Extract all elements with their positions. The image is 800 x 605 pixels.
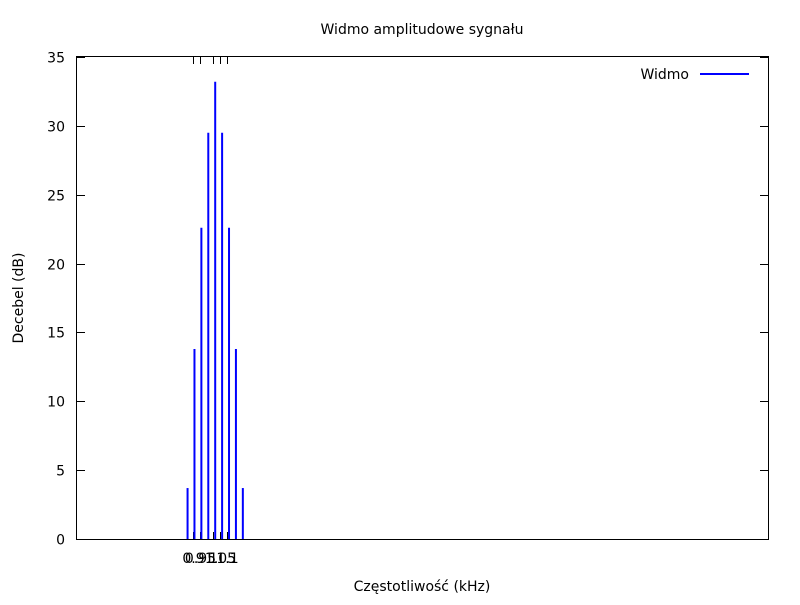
x-tick-label: 0.9 bbox=[182, 551, 204, 567]
y-tick-label: 30 bbox=[47, 120, 65, 136]
chart-title: Widmo amplitudowe sygnału bbox=[321, 22, 524, 38]
y-axis-label: Decebel (dB) bbox=[11, 253, 27, 344]
x-tick-label: 1.1 bbox=[216, 551, 238, 567]
y-tick-label: 35 bbox=[47, 51, 65, 67]
y-tick-label: 10 bbox=[47, 395, 65, 411]
plot-frame bbox=[76, 56, 769, 540]
y-tick-label: 0 bbox=[56, 533, 65, 549]
y-tick-label: 5 bbox=[56, 464, 65, 480]
y-axis-ticks: 0 5 10 15 20 25 30 35 bbox=[47, 51, 768, 549]
legend-label-widmo: Widmo bbox=[640, 67, 689, 83]
y-tick-label: 25 bbox=[47, 189, 65, 205]
x-axis-label: Częstotliwość (kHz) bbox=[354, 579, 491, 595]
x-tick-label: 1 bbox=[209, 551, 218, 567]
series-widmo bbox=[186, 81, 244, 539]
legend: Widmo bbox=[640, 67, 749, 83]
y-tick-label: 15 bbox=[47, 326, 65, 342]
y-tick-label: 20 bbox=[47, 258, 65, 274]
x-tick-label: 0.95 bbox=[185, 551, 216, 567]
x-tick-label: 1.05 bbox=[205, 551, 236, 567]
